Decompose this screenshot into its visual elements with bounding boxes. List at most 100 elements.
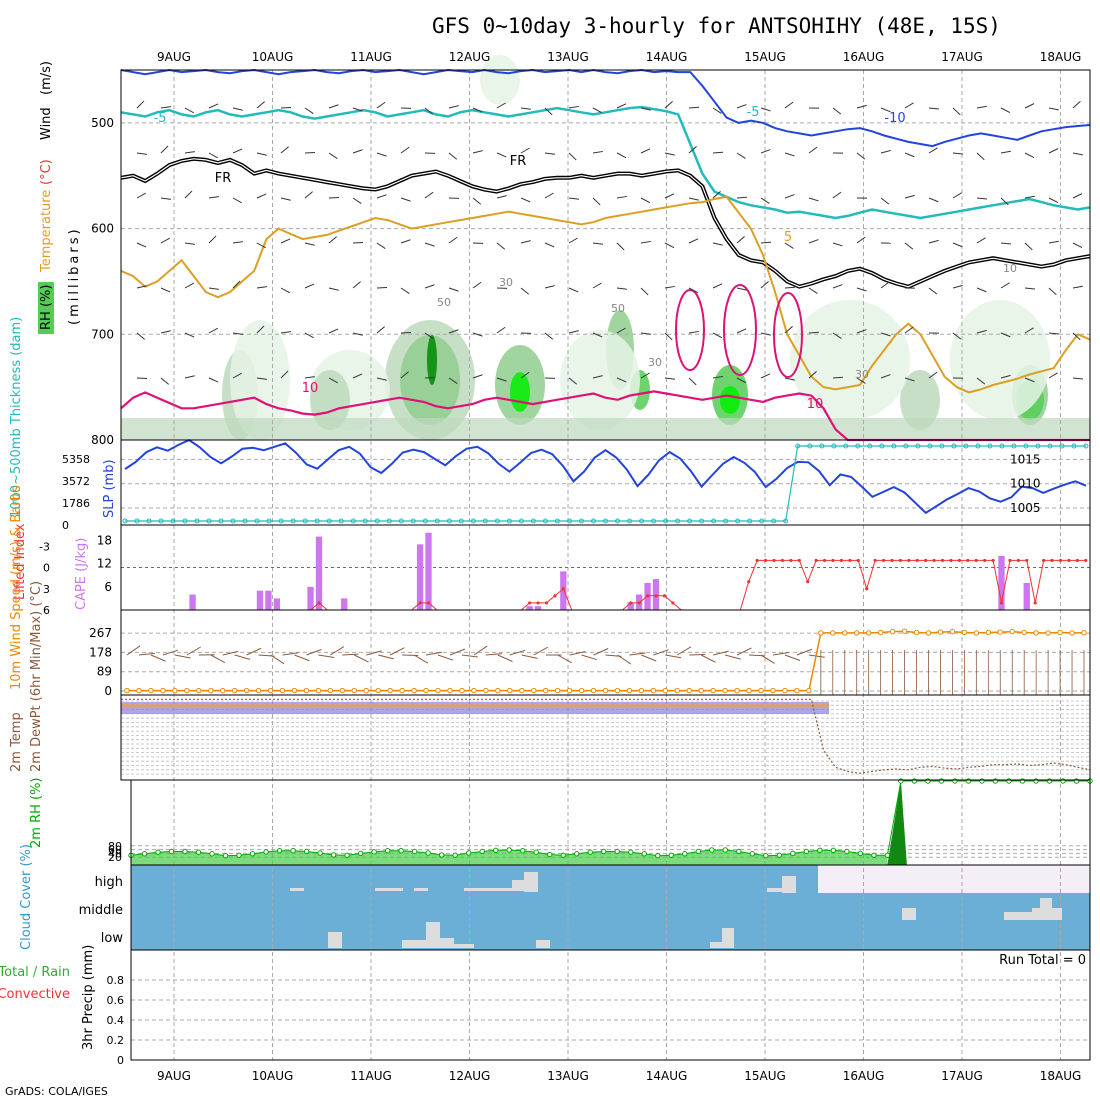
upper-wind-barb [376,194,387,199]
upper-wind-barb [568,152,577,161]
lifted-index-marker [1033,601,1037,605]
wind-speed-marker [399,687,405,694]
lifted-index-marker [856,558,860,563]
wind-speed-marker [650,687,657,694]
upper-wind-barb [328,236,337,244]
wind-speed-marker [698,687,704,694]
rh2m-marker [492,847,499,854]
surface-wind-barb [665,654,682,659]
cape-bar [341,598,348,610]
thickness-marker [627,518,633,524]
cloud-bar [414,888,428,891]
wind-speed-marker [471,687,477,694]
upper-wind-barb [688,197,699,201]
pressure-tick-label: 600 [91,222,114,236]
cape-tick-label: 6 [104,580,112,594]
wind-speed-marker [602,687,609,694]
wind-speed-marker [758,687,764,694]
upper-wind-barb [904,102,914,109]
upper-wind-barb [592,242,603,245]
wind-speed-marker [208,687,214,694]
upper-wind-barb [184,242,195,245]
thickness-marker [831,443,837,449]
cloud-bar [722,928,734,948]
lifted-index-marker [797,558,801,563]
upper-wind-barb [952,152,963,155]
pressure-tick-label: 700 [91,327,114,341]
surface-wind-barb [593,648,609,656]
thickness-marker [134,518,140,524]
upper-wind-barb [832,107,842,115]
wind-speed-marker [387,687,393,694]
upper-wind-barb [736,152,746,159]
rh2m-marker [182,848,188,855]
thickness-marker [218,518,224,524]
surface-wind-barb [150,654,166,662]
upper-wind-barb [832,332,842,339]
upper-wind-barb [160,287,171,293]
thickness-marker [254,518,260,524]
rh2m-marker [344,852,350,858]
wind-speed-marker [1069,630,1075,636]
lifted-index-marker [747,580,751,584]
thickness-marker [578,518,584,524]
upper-wind-barb [616,287,627,290]
wind-tick-label: 89 [97,665,112,679]
upper-wind-barb [232,197,242,204]
rh2m-marker [290,848,296,854]
upper-wind-barb [136,377,148,380]
thickness-marker [566,518,572,524]
thickness-line [125,445,1086,522]
surface-wind-barb [461,654,478,658]
surface-wind-barb [186,646,201,656]
thickness-marker [879,443,885,449]
thickness-marker [1083,443,1089,449]
upper-wind-barb [832,376,844,379]
upper-wind-barb [280,287,290,294]
upper-wind-barb [808,197,819,202]
thickness-marker [458,518,464,524]
upper-wind-barb [760,373,771,379]
upper-wind-barb [664,101,673,109]
upper-wind-barb [904,152,915,158]
rh2m-marker [1046,778,1053,784]
upper-wind-barb [1072,377,1083,380]
wind-speed-marker [519,687,525,694]
wind-speed-marker [626,687,633,694]
wind-speed-marker [913,629,920,636]
upper-wind-barb [424,242,435,247]
lifted-index-marker [1008,558,1012,563]
upper-wind-barb [856,152,866,160]
cloud-bar [402,940,426,948]
thickness-marker [398,518,404,524]
upper-wind-barb [160,106,171,109]
upper-wind-barb [808,287,818,294]
upper-wind-barb [1000,282,1010,289]
cloud-bar [454,944,474,948]
upper-wind-barb [568,105,579,109]
thickness-marker [891,443,897,449]
upper-wind-barb [976,287,987,293]
thickness-marker [326,518,332,524]
lifted-index-tick-label: 0 [43,562,50,575]
surface-wind-barb [354,654,369,663]
upper-wind-barb [1048,197,1059,203]
rh2m-marker [330,852,337,858]
surface-wind-barb [677,646,692,656]
upper-wind-barb [616,327,626,334]
cloud-level-label: high [95,875,123,890]
lifted-index-marker [1016,558,1020,563]
wind-speed-marker [136,687,142,694]
upper-wind-barb [1072,332,1081,341]
upper-wind-barb [424,284,435,289]
upper-wind-barb [232,148,243,154]
thickness-marker [699,518,705,524]
date-label-bottom: 17AUG [941,1069,983,1083]
surface-wind-barb [449,648,466,656]
thickness-marker [711,518,717,524]
lifted-index-marker [1042,558,1046,563]
lifted-index-marker [1075,558,1079,563]
surface-wind-barb [700,654,716,663]
upper-wind-barb [784,194,795,199]
wind-speed-marker [447,687,453,694]
